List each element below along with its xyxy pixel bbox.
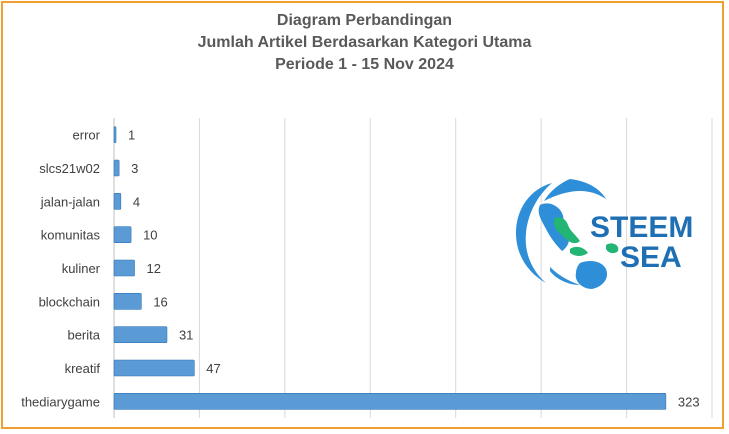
- bar: [113, 259, 135, 277]
- logo-text-sea: SEA: [620, 241, 682, 274]
- bar: [113, 393, 667, 410]
- category-tick-label: slcs21w02: [39, 161, 100, 176]
- category-tick-label: blockchain: [39, 294, 100, 309]
- data-label: 4: [133, 194, 140, 209]
- bar: [113, 359, 195, 377]
- bar: [113, 126, 117, 143]
- category-tick-label: error: [73, 128, 101, 143]
- data-label: 31: [179, 328, 193, 343]
- steem-sea-logo: STEEM SEA: [516, 179, 693, 289]
- data-label: 1: [128, 128, 135, 143]
- category-tick-label: berita: [67, 328, 100, 343]
- category-tick-label: kreatif: [65, 361, 101, 376]
- category-tick-label: jalan-jalan: [40, 194, 100, 209]
- bar: [113, 293, 142, 310]
- category-tick-label: komunitas: [41, 228, 101, 243]
- bar: [113, 226, 132, 243]
- globe-icon: [516, 179, 619, 289]
- data-label: 3: [131, 161, 138, 176]
- title-line-1: Diagram Perbandingan: [276, 12, 453, 29]
- chart-title: Diagram Perbandingan Jumlah Artikel Berd…: [0, 10, 729, 76]
- data-label: 16: [153, 294, 167, 309]
- data-label: 47: [206, 361, 220, 376]
- chart-frame: [1, 1, 724, 429]
- category-tick-label: thediarygame: [21, 394, 100, 409]
- logo-text-steem: STEEM: [590, 211, 693, 244]
- title-line-3: Periode 1 - 15 Nov 2024: [275, 56, 454, 73]
- bar: [113, 159, 120, 177]
- data-label: 12: [147, 261, 161, 276]
- title-line-2: Jumlah Artikel Berdasarkan Kategori Utam…: [197, 34, 532, 51]
- bar: [113, 326, 168, 343]
- bar: [113, 193, 122, 210]
- category-tick-label: kuliner: [62, 261, 101, 276]
- data-label: 10: [143, 228, 157, 243]
- data-label: 323: [678, 394, 700, 409]
